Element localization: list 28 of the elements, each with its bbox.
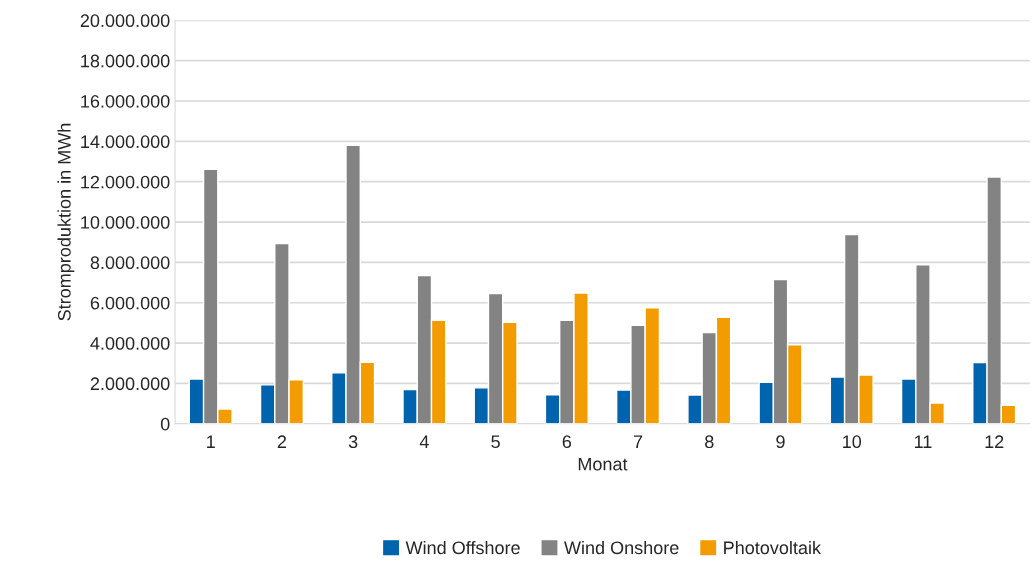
y-tick-label: 0 xyxy=(160,417,170,431)
legend-label: Wind Offshore xyxy=(405,540,520,555)
y-axis-title: Stromproduktion in MWh xyxy=(57,123,75,321)
y-tick-label: 8.000.000 xyxy=(90,256,170,270)
y-tick-label: 12.000.000 xyxy=(81,175,170,189)
x-tick-label: 2 xyxy=(277,435,287,448)
y-tick-label: 16.000.000 xyxy=(81,94,170,108)
y-tick-label: 6.000.000 xyxy=(90,296,170,310)
x-tick-label: 6 xyxy=(562,435,572,449)
x-tick-label: 12 xyxy=(985,435,1004,448)
y-tick-label: 4.000.000 xyxy=(90,337,170,350)
y-tick-label: 14.000.000 xyxy=(81,135,170,149)
y-tick-label: 20.000.000 xyxy=(80,14,170,28)
x-tick-label: 10 xyxy=(843,435,862,449)
legend-label: Wind Onshore xyxy=(564,540,679,555)
x-tick-label: 5 xyxy=(491,435,500,449)
x-tick-label: 9 xyxy=(776,435,785,449)
y-tick-label: 2.000.000 xyxy=(90,377,170,391)
x-tick-label: 11 xyxy=(914,435,932,448)
legend-label: Photovoltaik xyxy=(724,540,822,555)
y-tick-label: 10.000.000 xyxy=(81,215,170,229)
x-tick-label: 1 xyxy=(207,435,215,448)
x-tick-label: 4 xyxy=(419,435,429,448)
x-tick-label: 7 xyxy=(633,435,643,448)
x-tick-label: 8 xyxy=(705,435,714,449)
x-tick-label: 3 xyxy=(348,435,358,449)
x-axis-title: Monat xyxy=(578,457,628,471)
y-tick-label: 18.000.000 xyxy=(81,54,170,68)
